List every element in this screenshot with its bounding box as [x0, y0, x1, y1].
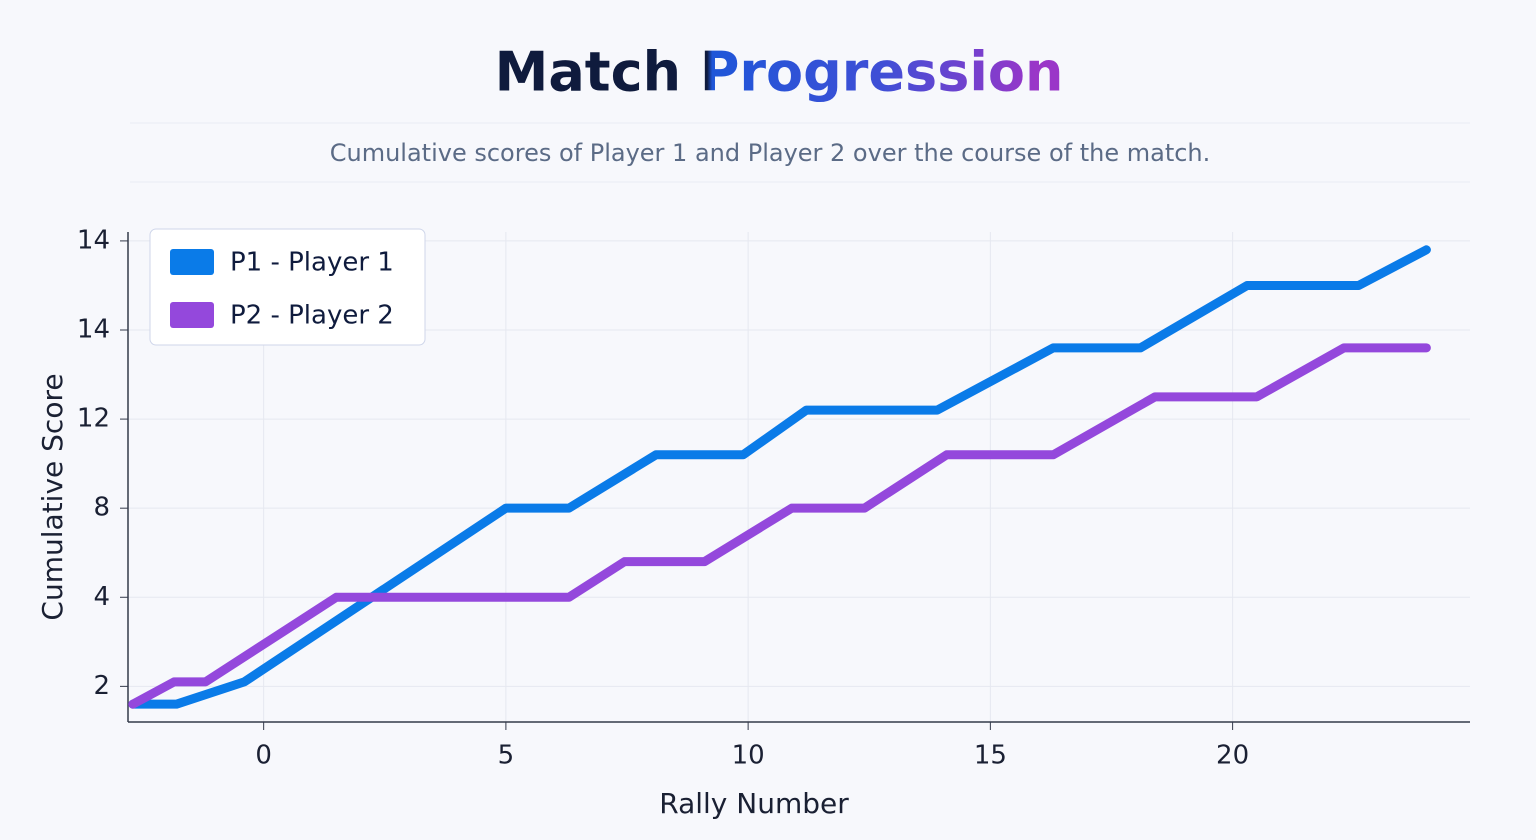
legend-label: P1 - Player 1 — [230, 248, 394, 278]
x-tick-label: 10 — [732, 741, 765, 771]
x-axis-label: Rally Number — [659, 787, 849, 820]
legend-label: P2 - Player 2 — [230, 301, 394, 331]
x-tick-label: 0 — [255, 741, 272, 771]
y-tick-label: 12 — [77, 404, 110, 434]
legend-box — [149, 228, 426, 346]
x-tick-label: 5 — [498, 741, 515, 771]
series-line — [128, 343, 1431, 709]
y-tick-label: 14 — [77, 315, 110, 345]
y-tick-label: 2 — [93, 671, 110, 701]
x-tick-label: 20 — [1216, 741, 1249, 771]
x-tick-label: 15 — [974, 741, 1007, 771]
y-tick-label: 14 — [77, 225, 110, 255]
chart-title: Match Progression — [495, 41, 1064, 104]
chart-subtitle: Cumulative scores of Player 1 and Player… — [330, 139, 1211, 167]
legend-swatch — [170, 249, 214, 275]
y-axis-label: Cumulative Score — [36, 373, 69, 620]
y-tick-label: 4 — [93, 582, 110, 612]
legend-swatch — [170, 302, 214, 328]
y-tick-label: 8 — [93, 493, 110, 523]
series-line — [128, 245, 1431, 709]
